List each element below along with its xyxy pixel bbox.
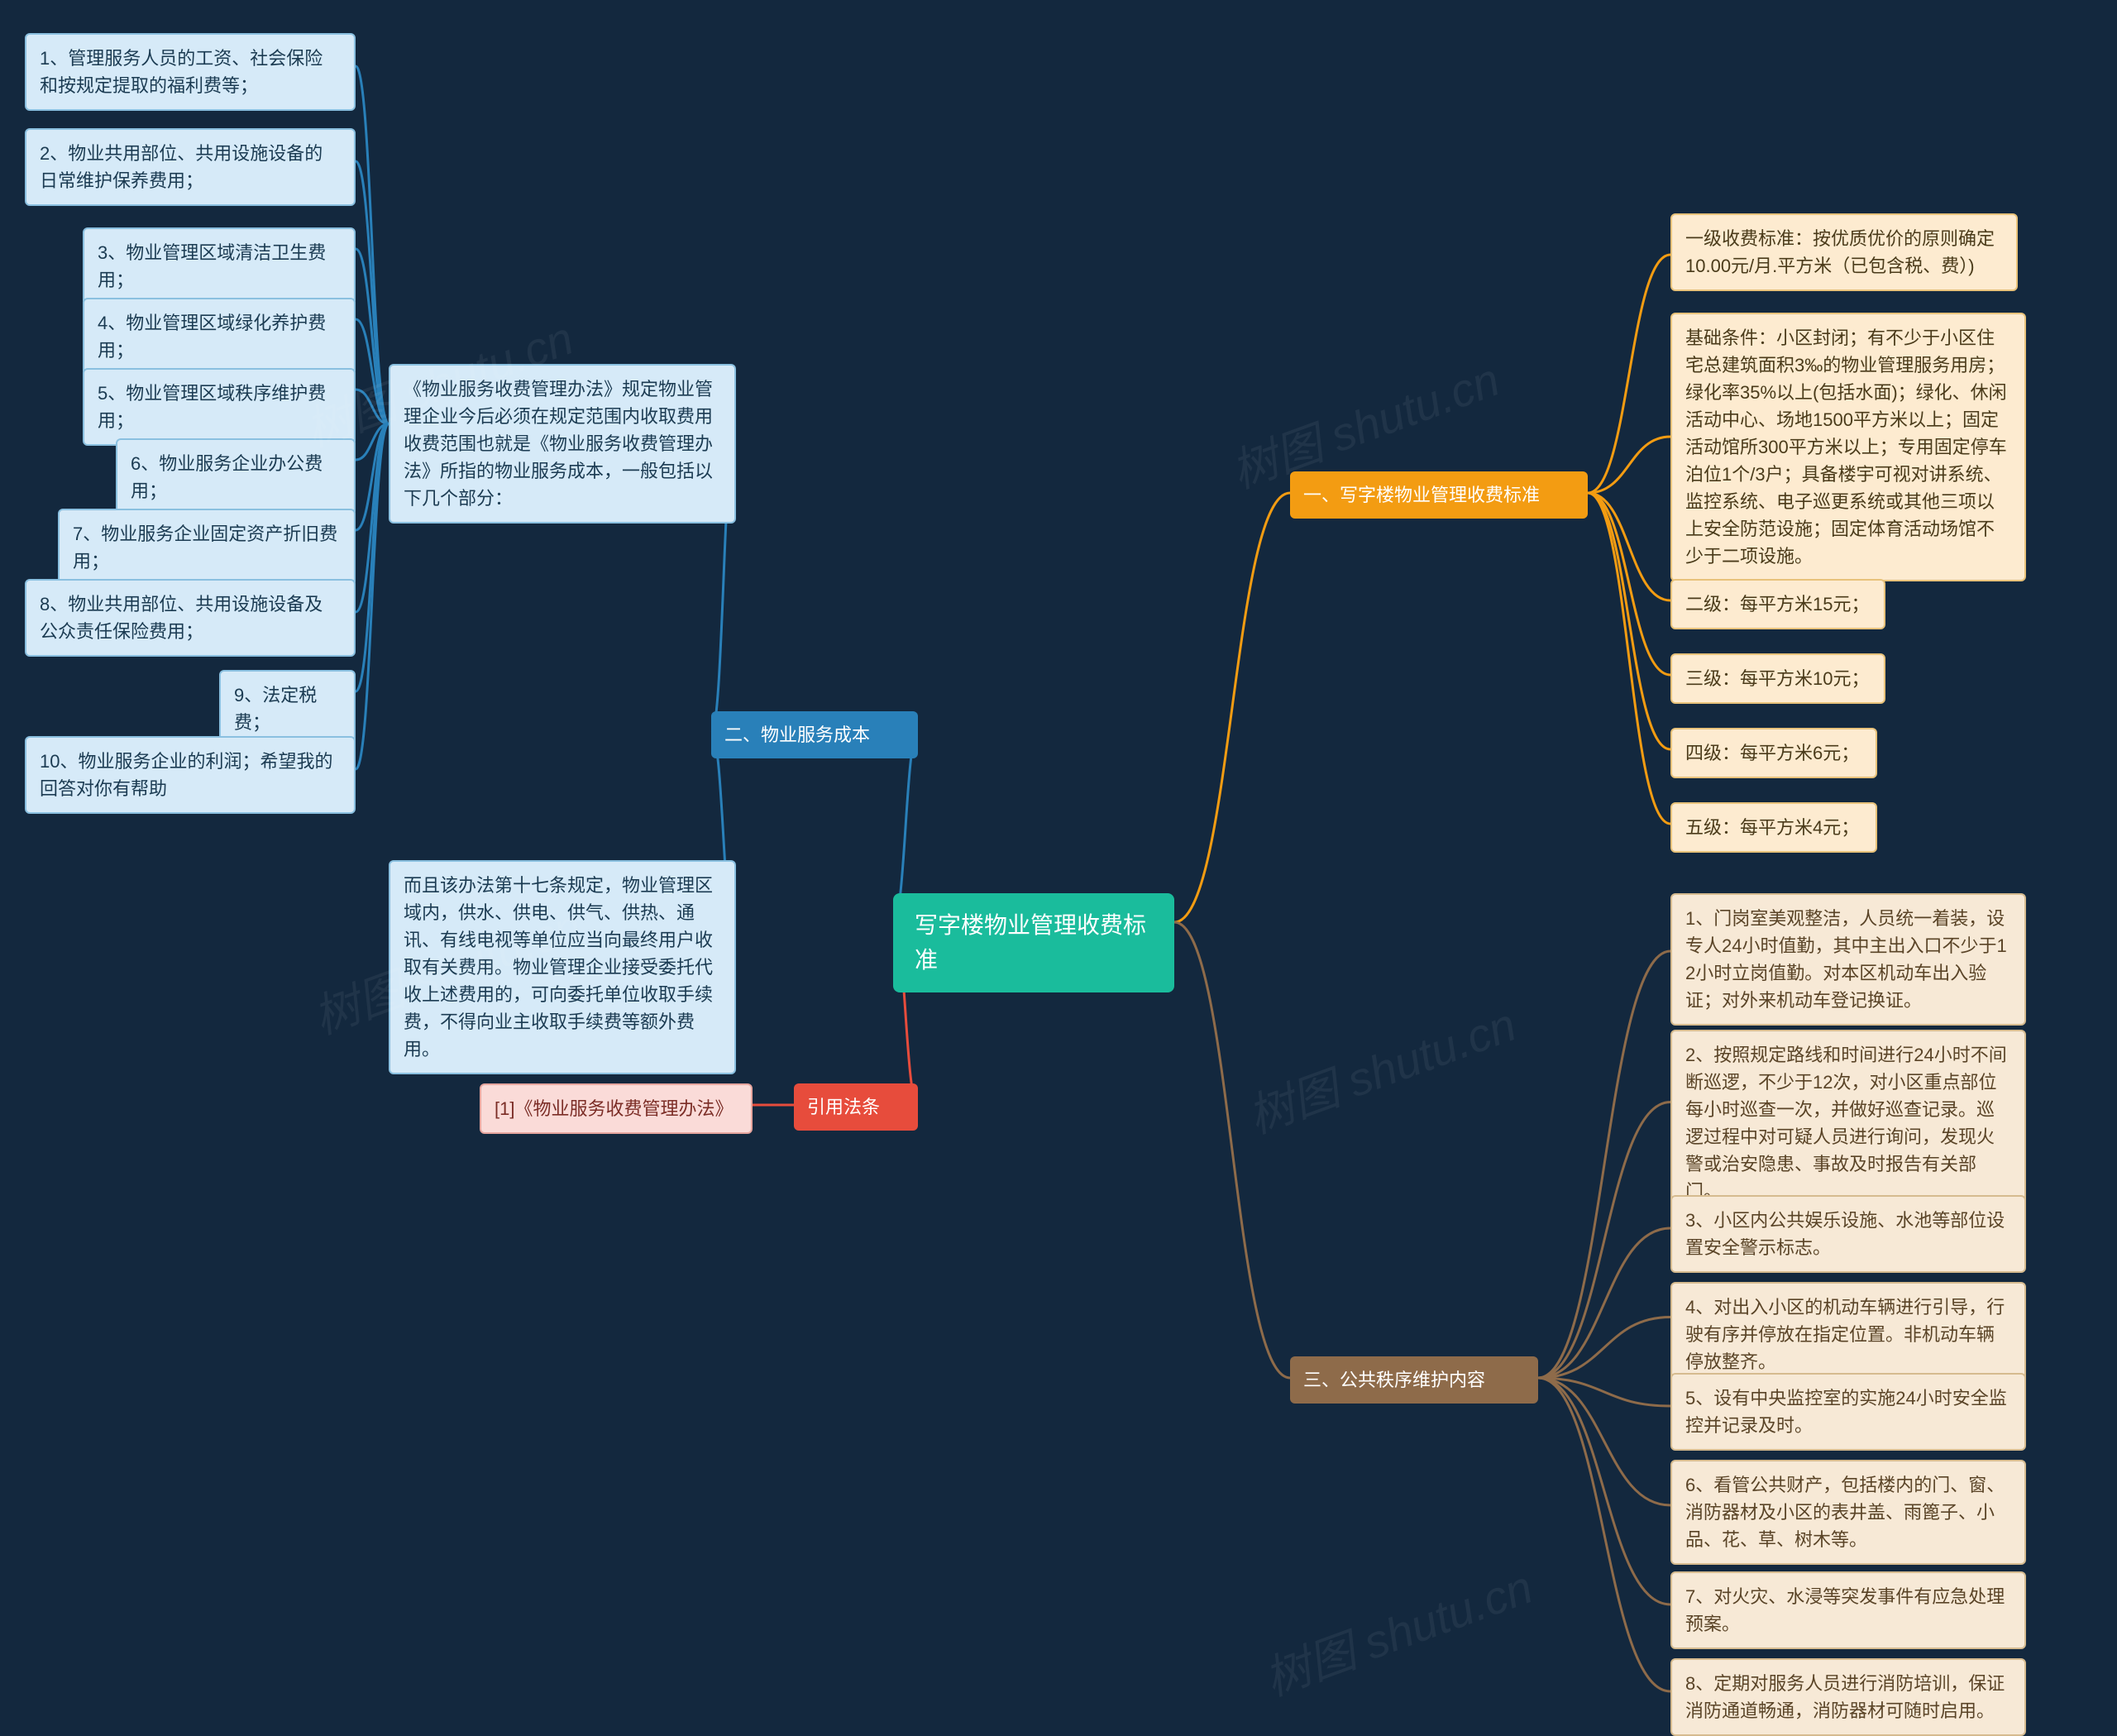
connector	[1538, 1378, 1670, 1604]
connector	[1538, 1228, 1670, 1378]
mindmap-node[interactable]: 一级收费标准：按优质优价的原则确定10.00元/月.平方米（已包含税、费）)	[1670, 213, 2018, 291]
mindmap-node[interactable]: 8、物业共用部位、共用设施设备及公众责任保险费用；	[25, 579, 356, 657]
connector	[1588, 493, 1670, 824]
mindmap-node[interactable]: 5、设有中央监控室的实施24小时安全监控并记录及时。	[1670, 1373, 2026, 1451]
connector	[1538, 1102, 1670, 1379]
mindmap-node[interactable]: 五级：每平方米4元；	[1670, 802, 1877, 853]
connector	[1538, 951, 1670, 1378]
mindmap-node[interactable]: 引用法条	[794, 1083, 918, 1131]
mindmap-node[interactable]: 2、按照规定路线和时间进行24小时不间断巡逻，不少于12次，对小区重点部位每小时…	[1670, 1030, 2026, 1217]
mindmap-node[interactable]: 四级：每平方米6元；	[1670, 728, 1877, 778]
mindmap-node[interactable]: 写字楼物业管理收费标准	[893, 893, 1174, 992]
connector	[1174, 922, 1290, 1378]
mindmap-node[interactable]: 1、管理服务人员的工资、社会保险和按规定提取的福利费等；	[25, 33, 356, 111]
mindmap-node[interactable]: 1、门岗室美观整洁，人员统一着装，设专人24小时值勤，其中主出入口不少于12小时…	[1670, 893, 2026, 1026]
mindmap-node[interactable]: 3、物业管理区域清洁卫生费用；	[83, 227, 356, 305]
mindmap-node[interactable]: 《物业服务收费管理办法》规定物业管理企业今后必须在规定范围内收取费用 收费范围也…	[389, 364, 736, 524]
mindmap-node[interactable]: 7、对火灾、水浸等突发事件有应急处理预案。	[1670, 1571, 2026, 1649]
connector	[1174, 493, 1290, 922]
mindmap-node[interactable]: 10、物业服务企业的利润；希望我的回答对你有帮助	[25, 736, 356, 814]
mindmap-node[interactable]: 一、写字楼物业管理收费标准	[1290, 471, 1588, 519]
mindmap-node[interactable]: 2、物业共用部位、共用设施设备的日常维护保养费用；	[25, 128, 356, 206]
connector	[1538, 1378, 1670, 1505]
mindmap-node[interactable]: 三级：每平方米10元；	[1670, 653, 1885, 704]
connector	[1588, 255, 1670, 493]
mindmap-node[interactable]: 二、物业服务成本	[711, 711, 918, 758]
connector	[1588, 493, 1670, 675]
mindmap-node[interactable]: 4、物业管理区域绿化养护费用；	[83, 298, 356, 375]
mindmap-node[interactable]: 3、小区内公共娱乐设施、水池等部位设置安全警示标志。	[1670, 1195, 2026, 1273]
connector	[1588, 493, 1670, 749]
mindmap-node[interactable]: 6、看管公共财产，包括楼内的门、窗、消防器材及小区的表井盖、雨篦子、小品、花、草…	[1670, 1460, 2026, 1565]
connector	[356, 161, 389, 424]
mindmap-node[interactable]: [1]《物业服务收费管理办法》	[480, 1083, 753, 1134]
mindmap-node[interactable]: 5、物业管理区域秩序维护费用；	[83, 368, 356, 446]
connector	[1538, 1378, 1670, 1691]
mindmap-node[interactable]: 三、公共秩序维护内容	[1290, 1356, 1538, 1404]
mindmap-node[interactable]: 4、对出入小区的机动车辆进行引导，行驶有序并停放在指定位置。非机动车辆停放整齐。	[1670, 1282, 2026, 1387]
mindmap-node[interactable]: 而且该办法第十七条规定，物业管理区域内，供水、供电、供气、供热、通讯、有线电视等…	[389, 860, 736, 1074]
mindmap-node[interactable]: 6、物业服务企业办公费用；	[116, 438, 356, 516]
mindmap-node[interactable]: 二级：每平方米15元；	[1670, 579, 1885, 629]
mindmap-node[interactable]: 7、物业服务企业固定资产折旧费用；	[58, 509, 356, 586]
mindmap-node[interactable]: 基础条件：小区封闭；有不少于小区住宅总建筑面积3‰的物业管理服务用房；绿化率35…	[1670, 313, 2026, 581]
mindmap-node[interactable]: 8、定期对服务人员进行消防培训，保证消防通道畅通，消防器材可随时启用。	[1670, 1658, 2026, 1736]
connector	[356, 424, 389, 692]
